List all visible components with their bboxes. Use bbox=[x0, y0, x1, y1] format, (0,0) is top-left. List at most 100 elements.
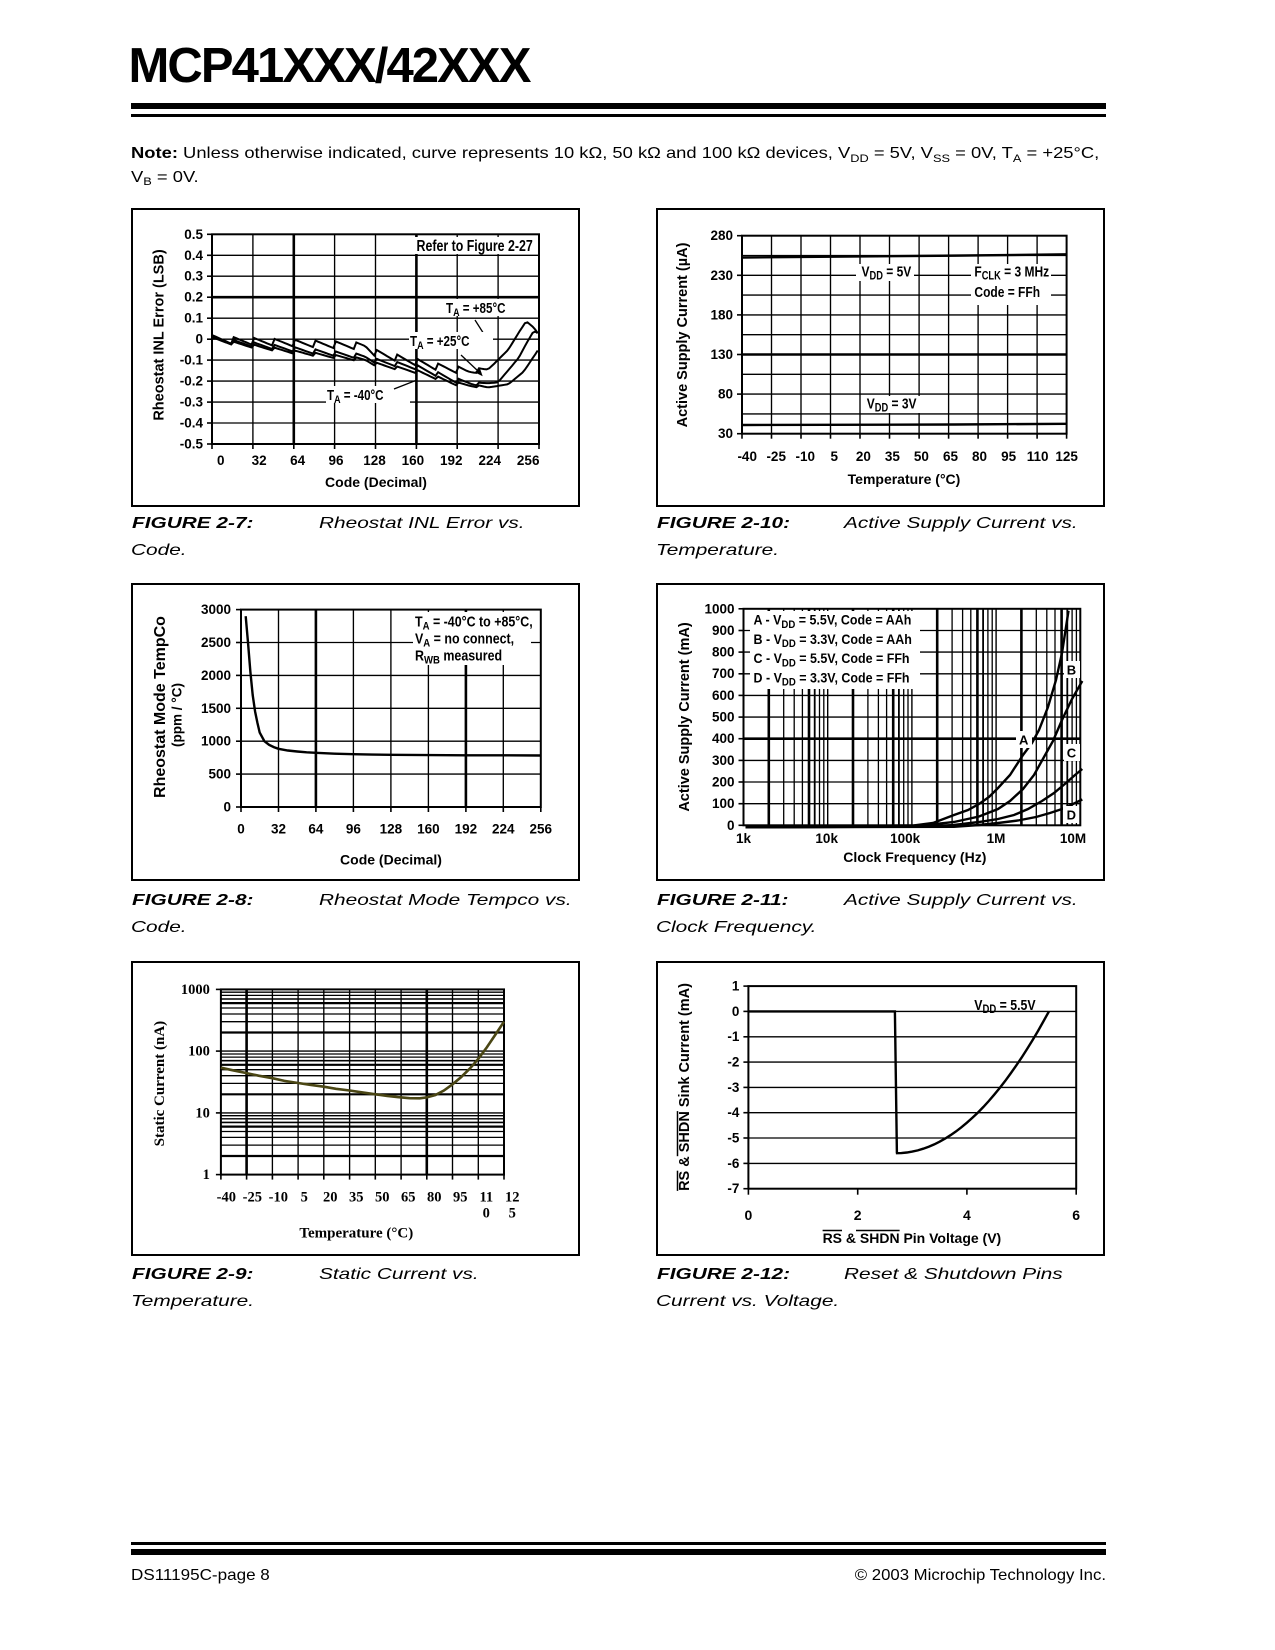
svg-text:1: 1 bbox=[732, 979, 740, 994]
svg-text:2000: 2000 bbox=[201, 668, 231, 683]
svg-text:-0.3: -0.3 bbox=[180, 395, 204, 410]
svg-text:128: 128 bbox=[380, 822, 403, 837]
svg-text:0.1: 0.1 bbox=[184, 311, 203, 326]
svg-text:Temperature (°C): Temperature (°C) bbox=[299, 1226, 413, 1242]
svg-text:-0.1: -0.1 bbox=[180, 353, 204, 368]
svg-text:Clock Frequency (Hz): Clock Frequency (Hz) bbox=[843, 849, 986, 865]
svg-text:RS & SHDN Pin Voltage (V): RS & SHDN Pin Voltage (V) bbox=[823, 1230, 1002, 1246]
svg-text:0: 0 bbox=[732, 1004, 740, 1019]
svg-text:100k: 100k bbox=[890, 831, 921, 846]
svg-text:-0.4: -0.4 bbox=[180, 416, 204, 431]
svg-text:11: 11 bbox=[479, 1190, 493, 1206]
svg-text:3000: 3000 bbox=[201, 602, 231, 617]
svg-text:1500: 1500 bbox=[201, 701, 231, 716]
svg-text:Active Supply Current (mA): Active Supply Current (mA) bbox=[677, 622, 693, 811]
svg-text:D: D bbox=[1067, 808, 1076, 823]
svg-text:80: 80 bbox=[972, 449, 987, 464]
svg-text:128: 128 bbox=[363, 453, 386, 468]
svg-text:Rheostat INL Error (LSB): Rheostat INL Error (LSB) bbox=[152, 249, 168, 421]
svg-text:-6: -6 bbox=[727, 1156, 739, 1171]
svg-text:C: C bbox=[1067, 746, 1077, 761]
svg-text:95: 95 bbox=[453, 1190, 468, 1206]
svg-text:-4: -4 bbox=[727, 1105, 739, 1120]
svg-text:700: 700 bbox=[712, 666, 735, 681]
svg-text:65: 65 bbox=[943, 449, 959, 464]
svg-text:Temperature (°C): Temperature (°C) bbox=[848, 471, 961, 487]
svg-text:12: 12 bbox=[505, 1190, 520, 1206]
svg-text:Refer to Figure 2-27: Refer to Figure 2-27 bbox=[417, 237, 533, 255]
svg-text:80: 80 bbox=[718, 387, 733, 402]
svg-text:32: 32 bbox=[271, 822, 286, 837]
svg-text:256: 256 bbox=[517, 453, 540, 468]
svg-text:96: 96 bbox=[346, 822, 362, 837]
svg-text:35: 35 bbox=[349, 1190, 364, 1206]
svg-text:100: 100 bbox=[188, 1044, 210, 1060]
svg-text:192: 192 bbox=[455, 822, 478, 837]
svg-text:Static Current (nA): Static Current (nA) bbox=[152, 1021, 168, 1147]
svg-text:0: 0 bbox=[745, 1207, 753, 1223]
svg-text:-10: -10 bbox=[796, 449, 816, 464]
svg-text:RS & SHDN Sink Current (mA): RS & SHDN Sink Current (mA) bbox=[677, 983, 693, 1191]
svg-text:Code = FFh: Code = FFh bbox=[974, 284, 1040, 301]
svg-text:0.4: 0.4 bbox=[184, 248, 203, 263]
svg-text:500: 500 bbox=[712, 710, 735, 725]
svg-text:64: 64 bbox=[290, 453, 306, 468]
svg-text:Rheostat Mode TempCo: Rheostat Mode TempCo bbox=[152, 616, 169, 798]
svg-text:224: 224 bbox=[492, 822, 515, 837]
svg-text:-7: -7 bbox=[727, 1181, 739, 1196]
svg-text:100: 100 bbox=[712, 796, 735, 811]
svg-text:5: 5 bbox=[509, 1206, 516, 1222]
svg-text:160: 160 bbox=[402, 453, 425, 468]
svg-text:65: 65 bbox=[401, 1190, 416, 1206]
svg-text:1000: 1000 bbox=[704, 601, 734, 616]
svg-text:20: 20 bbox=[856, 449, 871, 464]
svg-text:1000: 1000 bbox=[181, 982, 210, 998]
svg-text:256: 256 bbox=[530, 822, 553, 837]
svg-text:-0.5: -0.5 bbox=[180, 437, 204, 452]
svg-text:0: 0 bbox=[237, 822, 245, 837]
svg-text:10k: 10k bbox=[815, 831, 838, 846]
svg-text:50: 50 bbox=[375, 1190, 390, 1206]
svg-text:5: 5 bbox=[831, 449, 839, 464]
svg-text:500: 500 bbox=[208, 767, 231, 782]
svg-text:230: 230 bbox=[710, 268, 733, 283]
svg-text:130: 130 bbox=[710, 347, 733, 362]
svg-text:50: 50 bbox=[914, 449, 929, 464]
svg-text:A: A bbox=[1019, 733, 1029, 748]
svg-text:-0.2: -0.2 bbox=[180, 374, 203, 389]
svg-text:224: 224 bbox=[479, 453, 502, 468]
svg-text:125: 125 bbox=[1055, 449, 1078, 464]
svg-text:1: 1 bbox=[203, 1167, 210, 1183]
svg-text:2500: 2500 bbox=[201, 635, 231, 650]
svg-text:96: 96 bbox=[328, 453, 344, 468]
svg-text:Code (Decimal): Code (Decimal) bbox=[340, 852, 442, 868]
svg-text:0: 0 bbox=[727, 818, 735, 833]
svg-text:-1: -1 bbox=[727, 1029, 739, 1044]
svg-text:280: 280 bbox=[710, 228, 733, 243]
svg-text:10: 10 bbox=[195, 1105, 210, 1121]
svg-text:0: 0 bbox=[217, 453, 225, 468]
svg-text:0: 0 bbox=[223, 800, 231, 815]
svg-text:2: 2 bbox=[854, 1207, 862, 1223]
svg-text:1k: 1k bbox=[736, 831, 752, 846]
svg-text:-5: -5 bbox=[727, 1131, 739, 1146]
svg-text:95: 95 bbox=[1001, 449, 1017, 464]
svg-text:0.5: 0.5 bbox=[184, 227, 203, 242]
svg-text:110: 110 bbox=[1027, 449, 1049, 464]
svg-text:-2: -2 bbox=[727, 1055, 739, 1070]
svg-text:4: 4 bbox=[963, 1207, 971, 1223]
svg-text:30: 30 bbox=[718, 426, 733, 441]
svg-text:180: 180 bbox=[710, 307, 733, 322]
svg-text:192: 192 bbox=[440, 453, 463, 468]
svg-text:0.3: 0.3 bbox=[184, 269, 203, 284]
svg-text:900: 900 bbox=[712, 623, 735, 638]
svg-text:80: 80 bbox=[427, 1190, 442, 1206]
svg-text:TA = -40°C: TA = -40°C bbox=[327, 387, 384, 407]
svg-text:0.2: 0.2 bbox=[184, 290, 203, 305]
svg-text:VA = no connect,: VA = no connect, bbox=[415, 630, 514, 649]
svg-text:-25: -25 bbox=[243, 1190, 262, 1206]
svg-text:400: 400 bbox=[712, 731, 735, 746]
svg-text:6: 6 bbox=[1072, 1207, 1080, 1223]
svg-text:(ppm / °C): (ppm / °C) bbox=[170, 683, 185, 747]
svg-text:64: 64 bbox=[308, 822, 324, 837]
